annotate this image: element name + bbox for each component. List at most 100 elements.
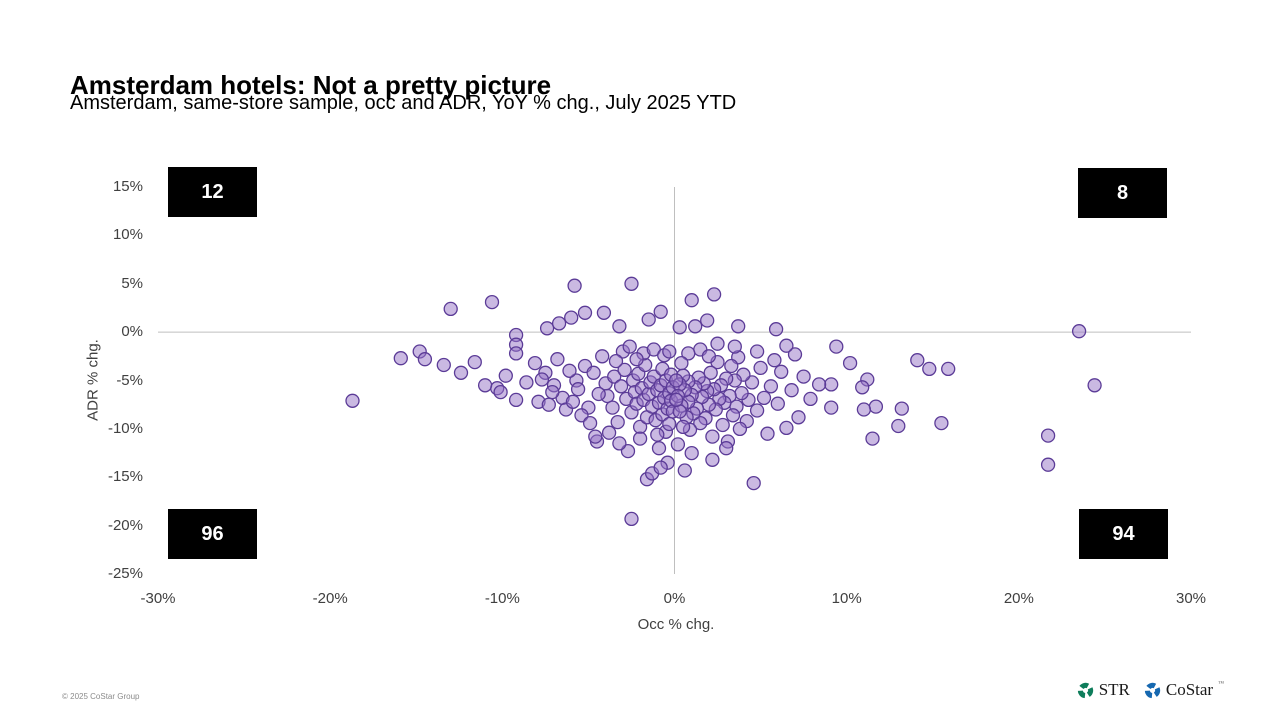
scatter-point <box>1087 378 1102 393</box>
scatter-point <box>724 358 739 374</box>
x-tick-label: 10% <box>831 590 862 607</box>
scatter-point <box>493 384 508 400</box>
scatter-point <box>467 354 482 370</box>
str-pinwheel-icon <box>1077 682 1093 698</box>
scatter-point <box>829 339 844 354</box>
scatter-point <box>624 511 639 527</box>
scatter-point <box>677 463 692 478</box>
scatter-point <box>779 338 794 353</box>
quadrant-count-top-left: 12 <box>168 167 257 217</box>
scatter-point <box>539 321 555 336</box>
scatter-point <box>565 394 581 409</box>
scatter-point <box>551 316 567 331</box>
scatter-point <box>662 416 677 432</box>
scatter-point <box>541 397 556 412</box>
scatter-point <box>669 392 684 408</box>
costar-pinwheel-icon <box>1144 682 1161 698</box>
scatter-point <box>550 352 565 367</box>
scatter-point <box>596 305 612 320</box>
y-tick-label: -5% <box>116 371 143 389</box>
scatter-point <box>787 347 803 362</box>
scatter-point <box>922 361 937 377</box>
scatter-point <box>734 385 749 401</box>
scatter-point <box>770 396 785 411</box>
scatter-point <box>610 414 625 430</box>
scatter-point <box>855 380 870 395</box>
scatter-point <box>436 357 451 373</box>
scatter-point <box>842 355 858 371</box>
scatter-point <box>570 382 586 397</box>
scatter-point <box>508 346 524 361</box>
copyright-text: © 2025 CoStar Group <box>62 692 140 701</box>
scatter-point <box>662 344 677 359</box>
scatter-point <box>641 312 656 327</box>
scatter-point <box>653 304 668 319</box>
scatter-point <box>811 377 827 392</box>
scatter-point <box>784 383 799 398</box>
scatter-point <box>562 363 577 378</box>
scatter-point <box>894 401 909 416</box>
scatter-point <box>519 375 534 390</box>
scatter-point <box>791 410 806 425</box>
scatter-point <box>617 362 632 378</box>
costar-logo-text: CoStar <box>1165 680 1214 699</box>
scatter-point <box>586 365 601 380</box>
scatter-point <box>595 349 610 364</box>
scatter-point <box>768 322 784 337</box>
x-tick-label: -10% <box>484 590 520 607</box>
scatter-point <box>934 415 949 431</box>
scatter-point <box>651 441 667 456</box>
scatter-point <box>477 378 493 393</box>
scatter-point <box>608 353 624 369</box>
str-logo: STR <box>1077 680 1130 700</box>
scatter-point <box>856 402 872 417</box>
scatter-point <box>534 372 550 387</box>
scatter-point <box>417 352 433 367</box>
scatter-point <box>693 415 708 431</box>
scatter-point <box>684 445 699 461</box>
y-tick-label: -15% <box>107 468 143 486</box>
x-tick-label: -30% <box>140 590 176 607</box>
scatter-point <box>910 353 925 368</box>
scatter-point <box>705 429 720 444</box>
scatter-point <box>824 400 839 415</box>
scatter-point <box>672 320 687 335</box>
scatter-point <box>1040 428 1056 443</box>
scatter-point <box>891 418 906 434</box>
scatter-point <box>653 460 668 475</box>
scatter-point <box>760 426 775 441</box>
scatter-point <box>749 403 765 418</box>
scatter-point <box>675 419 691 435</box>
scatter-point <box>688 319 703 334</box>
scatter-point <box>612 319 627 334</box>
scatter-point <box>632 431 648 446</box>
y-axis-title: ADR % chg. <box>84 339 102 421</box>
scatter-point <box>701 349 717 364</box>
scatter-point <box>1040 457 1056 472</box>
scatter-point <box>746 475 761 491</box>
quadrant-count-top-right: 8 <box>1078 168 1167 218</box>
y-tick-label: 5% <box>121 274 143 292</box>
scatter-point <box>865 431 880 446</box>
scatter-point <box>703 365 718 380</box>
scatter-point <box>868 399 884 414</box>
scatter-point <box>545 384 560 400</box>
x-tick-label: 20% <box>1003 590 1034 607</box>
scatter-point <box>588 429 603 444</box>
y-tick-label: 10% <box>112 226 143 244</box>
quadrant-count-bottom-left: 96 <box>168 509 257 559</box>
x-tick-label: 30% <box>1175 590 1207 607</box>
scatter-point <box>824 377 839 392</box>
y-tick-label: 0% <box>121 323 143 341</box>
scatter-point <box>498 368 513 383</box>
scatter-point <box>345 393 360 408</box>
trademark-symbol: ™ <box>1218 681 1224 687</box>
brand-logos: STR CoStar ™ <box>1077 680 1224 700</box>
scatter-point <box>705 452 720 467</box>
y-tick-label: -20% <box>107 516 143 534</box>
scatter-point <box>803 391 818 407</box>
x-axis-title: Occ % chg. <box>637 616 715 633</box>
scatter-point <box>749 344 765 359</box>
scatter-point <box>629 352 644 367</box>
